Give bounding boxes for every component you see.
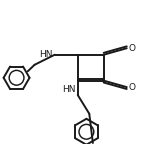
Text: O: O: [128, 83, 136, 92]
Text: HN: HN: [39, 50, 53, 59]
Text: O: O: [128, 44, 136, 53]
Text: HN: HN: [62, 85, 76, 94]
